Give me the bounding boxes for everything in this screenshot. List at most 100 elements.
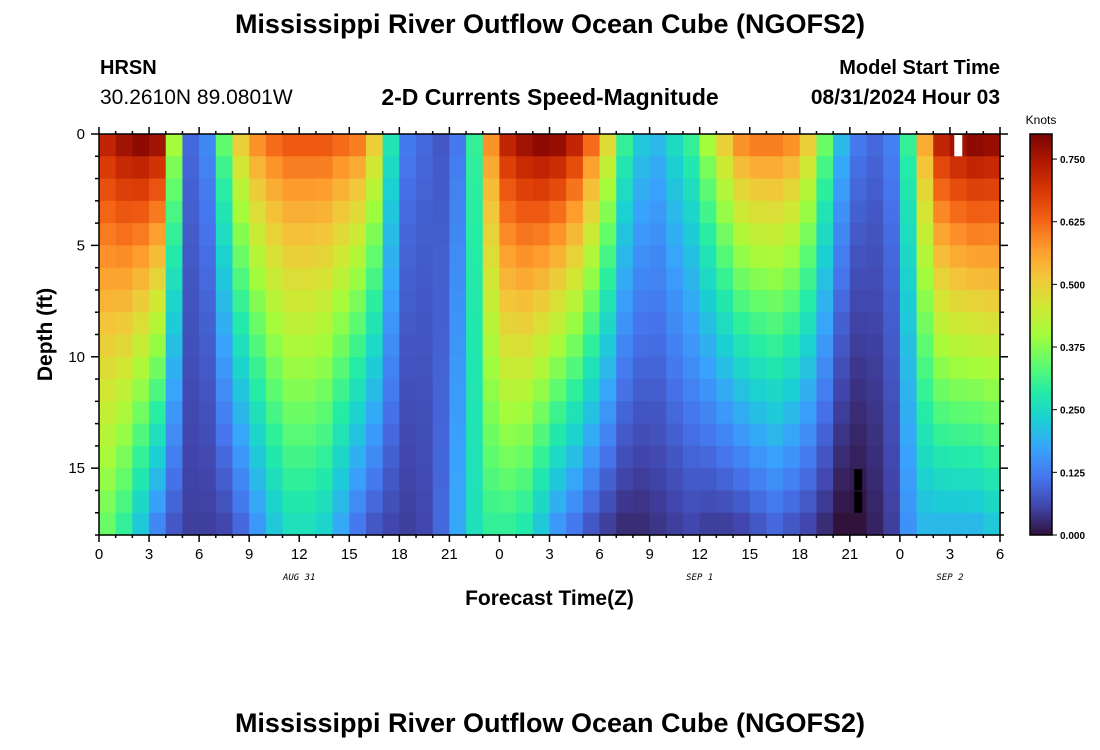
heatmap-cell (449, 490, 467, 514)
heatmap-cell (165, 445, 184, 469)
heatmap-cell (949, 423, 968, 447)
date-label: AUG 31 (282, 573, 316, 583)
heatmap-cell (416, 334, 434, 358)
heatmap-cell (182, 312, 200, 336)
heatmap-cell (949, 156, 968, 180)
heatmap-cell (866, 445, 884, 469)
colorbar-label: Knots (1026, 113, 1057, 127)
heatmap-cell (666, 334, 684, 358)
heatmap-cell (599, 178, 617, 202)
heatmap-cell (149, 223, 167, 246)
heatmap-cell (599, 401, 617, 425)
heatmap-cell (199, 401, 217, 425)
y-axis-label: Depth (ft) (34, 288, 57, 381)
heatmap-cell (783, 379, 801, 402)
heatmap-cell (632, 156, 651, 180)
heatmap-cell (749, 379, 768, 402)
heatmap-cell (149, 490, 167, 514)
heatmap-cell (716, 401, 734, 425)
heatmap-cell (933, 445, 951, 469)
heatmap-cell (883, 223, 901, 246)
heatmap-cell (466, 312, 484, 336)
heatmap-cell (966, 490, 984, 514)
heatmap-cell (466, 200, 484, 224)
heatmap-cell (899, 200, 918, 224)
heatmap-cell (315, 200, 334, 224)
heatmap-cell (833, 223, 851, 246)
heatmap-cell (165, 223, 184, 246)
heatmap-cell (132, 334, 150, 358)
heatmap-cell (949, 334, 968, 358)
heatmap-cell (916, 334, 934, 358)
heatmap-cell (449, 134, 467, 157)
heatmap-cell (783, 401, 801, 425)
heatmap-cell (682, 245, 701, 269)
heatmap-cell (149, 289, 167, 313)
heatmap-cell (949, 379, 968, 402)
heatmap-cell (482, 312, 501, 336)
heatmap-cell (983, 512, 1001, 536)
heatmap-cell (616, 379, 634, 402)
heatmap-cell (99, 200, 117, 224)
heatmap-cell (315, 178, 334, 202)
heatmap-cell (966, 334, 984, 358)
heatmap-cell (349, 512, 367, 536)
heatmap-cell (916, 267, 934, 291)
heatmap-cell (466, 223, 484, 246)
heatmap-cell (582, 512, 601, 536)
heatmap-cell (449, 445, 467, 469)
heatmap-cell (833, 178, 851, 202)
heatmap-cell (599, 512, 617, 536)
heatmap-cell (983, 178, 1001, 202)
heatmap-cell (883, 379, 901, 402)
heatmap-cell (132, 468, 150, 492)
heatmap-cell (866, 334, 884, 358)
heatmap-cell (132, 445, 150, 469)
heatmap-cell (115, 445, 133, 469)
heatmap-cell (699, 312, 717, 336)
heatmap-cell (532, 312, 551, 336)
heatmap-cell (115, 379, 133, 402)
heatmap-cell (182, 445, 200, 469)
heatmap-cell (799, 178, 818, 202)
heatmap-cell (232, 134, 250, 157)
heatmap-cell (682, 356, 701, 380)
heatmap-cell (899, 267, 918, 291)
heatmap-cell (215, 468, 234, 492)
heatmap-cell (632, 334, 651, 358)
heatmap-cell (783, 356, 801, 380)
heatmap-cell (382, 445, 400, 469)
heatmap-cell (632, 134, 651, 157)
heatmap-cell (466, 423, 484, 447)
heatmap-cell (149, 267, 167, 291)
heatmap-cell (315, 356, 334, 380)
heatmap-cell (566, 490, 584, 514)
heatmap-cell (299, 401, 317, 425)
heatmap-cell (566, 156, 584, 180)
heatmap-cell (132, 312, 150, 336)
heatmap-cell (699, 423, 717, 447)
x-tick-label: 3 (545, 546, 553, 563)
heatmap-cell (833, 490, 851, 514)
heatmap-cell (949, 490, 968, 514)
heatmap-cell (566, 200, 584, 224)
heatmap-cell (182, 134, 200, 157)
heatmap-cell (332, 267, 350, 291)
heatmap-cell (416, 512, 434, 536)
heatmap-cell (182, 379, 200, 402)
heatmap-cell (749, 245, 768, 269)
heatmap-cell (582, 401, 601, 425)
heatmap-cell (199, 468, 217, 492)
heatmap-cell (749, 134, 768, 157)
heatmap-cell (516, 178, 534, 202)
heatmap-cell (799, 356, 818, 380)
heatmap-cell (666, 267, 684, 291)
heatmap-cell (699, 334, 717, 358)
heatmap-cell (432, 423, 450, 447)
heatmap-cell (666, 289, 684, 313)
heatmap-cell (866, 200, 884, 224)
heatmap-cell (182, 512, 200, 536)
heatmap-cell (182, 401, 200, 425)
heatmap-cell (833, 445, 851, 469)
heatmap-cell (482, 245, 501, 269)
